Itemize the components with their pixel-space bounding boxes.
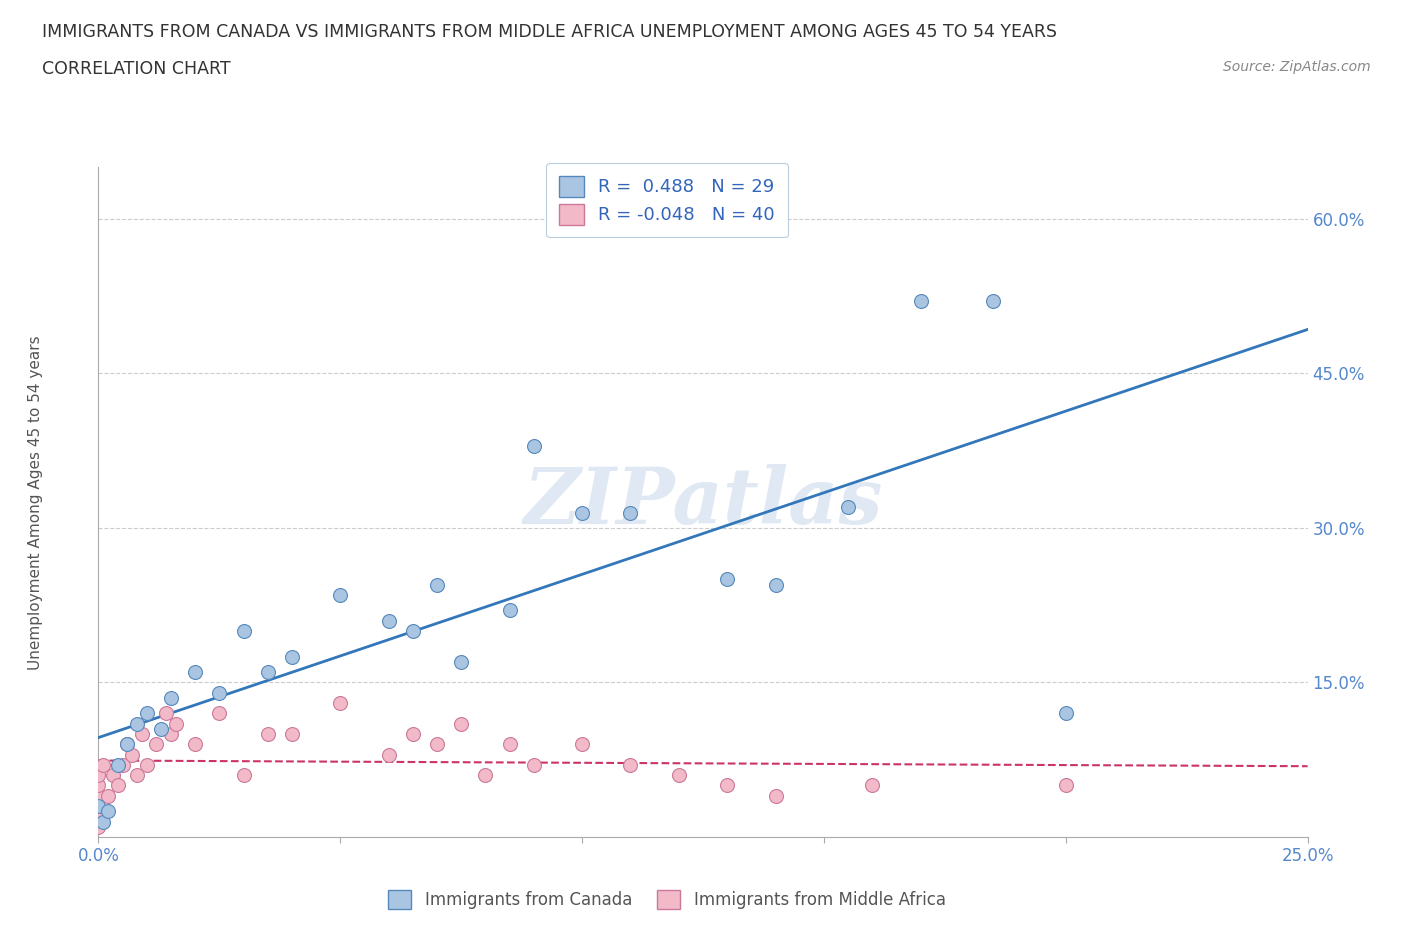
Point xyxy=(184,737,207,751)
Point xyxy=(155,706,177,721)
Point xyxy=(208,685,231,700)
Point xyxy=(281,726,304,741)
Point xyxy=(256,726,278,741)
Point xyxy=(127,716,149,731)
Point xyxy=(256,665,278,680)
Point xyxy=(910,294,932,309)
Point xyxy=(160,690,183,705)
Point xyxy=(107,778,129,793)
Point xyxy=(232,623,254,638)
Text: IMMIGRANTS FROM CANADA VS IMMIGRANTS FROM MIDDLE AFRICA UNEMPLOYMENT AMONG AGES : IMMIGRANTS FROM CANADA VS IMMIGRANTS FRO… xyxy=(42,23,1057,41)
Point xyxy=(87,809,110,824)
Point xyxy=(101,768,124,783)
Point xyxy=(87,799,110,814)
Point xyxy=(232,768,254,783)
Point xyxy=(765,578,787,592)
Point xyxy=(165,716,187,731)
Point xyxy=(619,757,641,772)
Point xyxy=(150,722,173,737)
Point xyxy=(127,768,149,783)
Point xyxy=(131,726,153,741)
Point xyxy=(765,789,787,804)
Point xyxy=(145,737,167,751)
Point xyxy=(450,655,472,670)
Point xyxy=(91,814,114,829)
Point xyxy=(571,737,593,751)
Point xyxy=(981,294,1004,309)
Point xyxy=(117,737,139,751)
Point xyxy=(426,737,449,751)
Point xyxy=(97,804,120,818)
Point xyxy=(91,757,114,772)
Point xyxy=(87,799,110,814)
Point xyxy=(377,747,399,762)
Text: CORRELATION CHART: CORRELATION CHART xyxy=(42,60,231,78)
Point xyxy=(474,768,496,783)
Point xyxy=(668,768,690,783)
Point xyxy=(619,505,641,520)
Point xyxy=(426,578,449,592)
Point xyxy=(87,768,110,783)
Point xyxy=(329,588,352,603)
Point xyxy=(377,613,399,628)
Point xyxy=(716,778,738,793)
Point xyxy=(523,438,546,453)
Point xyxy=(97,789,120,804)
Point xyxy=(117,737,139,751)
Point xyxy=(135,757,157,772)
Point xyxy=(87,819,110,834)
Point xyxy=(135,706,157,721)
Point xyxy=(87,789,110,804)
Point xyxy=(716,572,738,587)
Point xyxy=(402,726,425,741)
Point xyxy=(498,603,520,618)
Point xyxy=(184,665,207,680)
Point xyxy=(111,757,134,772)
Point xyxy=(1054,706,1077,721)
Point xyxy=(87,778,110,793)
Point xyxy=(498,737,520,751)
Point xyxy=(107,757,129,772)
Point xyxy=(860,778,883,793)
Point xyxy=(837,500,859,515)
Point xyxy=(402,623,425,638)
Text: ZIPatlas: ZIPatlas xyxy=(523,464,883,540)
Point xyxy=(329,696,352,711)
Point xyxy=(571,505,593,520)
Text: Source: ZipAtlas.com: Source: ZipAtlas.com xyxy=(1223,60,1371,74)
Point xyxy=(121,747,143,762)
Point xyxy=(160,726,183,741)
Point xyxy=(281,649,304,664)
Text: Unemployment Among Ages 45 to 54 years: Unemployment Among Ages 45 to 54 years xyxy=(28,335,42,670)
Point xyxy=(208,706,231,721)
Point xyxy=(523,757,546,772)
Point xyxy=(1054,778,1077,793)
Legend: Immigrants from Canada, Immigrants from Middle Africa: Immigrants from Canada, Immigrants from … xyxy=(381,884,952,916)
Point xyxy=(450,716,472,731)
